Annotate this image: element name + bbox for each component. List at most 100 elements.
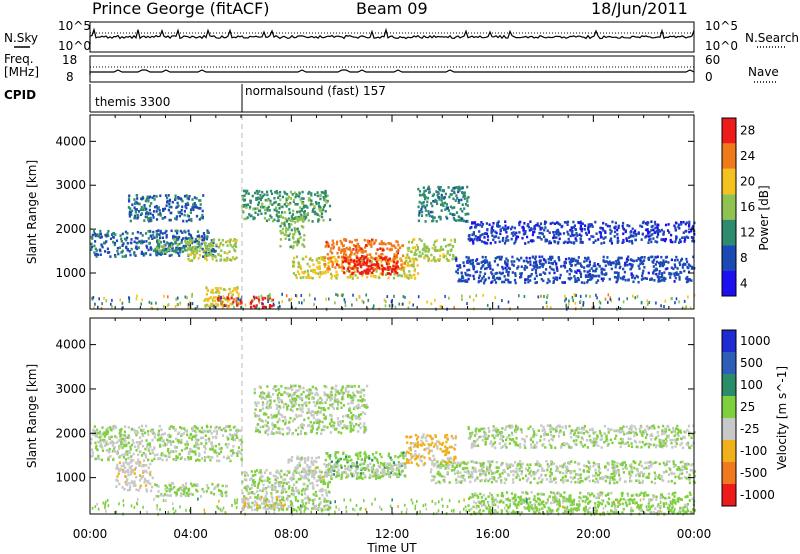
power-cell: [505, 257, 508, 260]
power-cell: [660, 275, 663, 279]
velocity-cell: [271, 488, 274, 491]
velocity-cell: [217, 485, 220, 488]
power-cell: [480, 279, 483, 283]
power-cell: [490, 271, 493, 274]
velocity-cell: [167, 433, 171, 436]
power-cell: [586, 279, 590, 282]
velocity-cell: [344, 414, 348, 418]
power-cell: [451, 206, 454, 210]
power-cell: [287, 203, 291, 206]
power-cell: [159, 212, 162, 215]
power-cell: [231, 245, 234, 249]
velocity-cell: [128, 436, 131, 440]
velocity-cell: [170, 487, 174, 491]
power-cell: [224, 297, 227, 301]
velocity-cell: [307, 479, 310, 482]
velocity-cell: [262, 506, 265, 510]
velocity-cell: [145, 424, 148, 428]
velocity-cell: [258, 395, 262, 398]
power-cell: [310, 269, 313, 272]
power-cell: [197, 257, 200, 260]
power-cell: [687, 236, 690, 239]
power-cell: [268, 305, 271, 309]
power-cell: [316, 191, 319, 194]
power-cell: [187, 253, 190, 257]
power-cell: [455, 259, 458, 262]
power-cell: [492, 238, 495, 242]
power-cell: [305, 216, 308, 219]
power-cell: [537, 295, 540, 299]
power-cell: [385, 260, 388, 263]
power-cell: [477, 276, 481, 280]
velocity-cell: [276, 481, 279, 484]
power-cell: [298, 210, 301, 213]
power-cell: [541, 255, 544, 259]
power-cell: [194, 203, 197, 207]
power-cell: [234, 245, 238, 248]
velocity-cell: [271, 484, 274, 487]
power-cell: [206, 248, 209, 252]
power-cell: [329, 218, 332, 221]
velocity-cell: [225, 494, 228, 498]
power-cell: [550, 267, 553, 271]
power-cell: [340, 248, 344, 252]
power-cell: [555, 236, 558, 239]
power-cell: [113, 241, 117, 245]
velocity-cell: [206, 484, 209, 487]
velocity-cell: [312, 416, 315, 420]
power-cell: [564, 294, 566, 298]
power-cell: [335, 242, 338, 246]
velocity-cell: [214, 444, 217, 448]
velocity-cell: [161, 458, 164, 462]
velocity-cell: [261, 475, 264, 478]
velocity-cell: [126, 462, 129, 466]
velocity-cell: [231, 449, 234, 452]
power-cell: [243, 217, 246, 221]
power-cell: [266, 193, 269, 197]
velocity-cell: [288, 495, 291, 498]
power-cell: [589, 225, 592, 228]
power-cell: [466, 259, 470, 262]
power-cell: [437, 185, 440, 189]
power-cell: [327, 264, 330, 268]
power-cell: [281, 231, 284, 235]
power-cell: [677, 273, 680, 276]
power-cell: [302, 217, 305, 221]
velocity-cell: [180, 427, 183, 430]
power-cell: [455, 211, 459, 214]
power-cell: [692, 224, 695, 228]
power-cell: [507, 266, 510, 270]
velocity-cell: [139, 474, 142, 477]
power-cell: [126, 232, 129, 235]
power-cell: [160, 245, 163, 248]
power-cell: [678, 278, 681, 281]
power-cell: [303, 204, 306, 208]
velocity-cell: [264, 423, 267, 427]
power-cell: [188, 301, 191, 305]
power-cell: [546, 305, 548, 308]
power-cell: [261, 305, 264, 309]
power-cell: [174, 217, 177, 220]
power-cell: [659, 261, 662, 265]
power-cell: [126, 248, 130, 251]
power-cell: [403, 261, 407, 265]
power-cell: [511, 255, 514, 259]
velocity-cell: [200, 442, 203, 445]
power-cell: [603, 241, 606, 244]
velocity-cell: [271, 503, 274, 507]
power-cell: [95, 255, 98, 258]
power-cell: [433, 256, 436, 259]
velocity-cell: [277, 398, 280, 402]
power-cell: [502, 267, 505, 271]
power-cell: [507, 239, 510, 242]
power-cell: [226, 256, 229, 260]
velocity-cell: [259, 409, 262, 412]
power-cell: [616, 236, 619, 240]
power-cell: [656, 223, 659, 227]
velocity-cell: [148, 443, 151, 447]
power-cell: [451, 257, 454, 261]
power-cell: [461, 298, 463, 301]
power-cell: [687, 225, 691, 228]
velocity-cell: [198, 453, 201, 457]
velocity-cell: [153, 447, 156, 451]
